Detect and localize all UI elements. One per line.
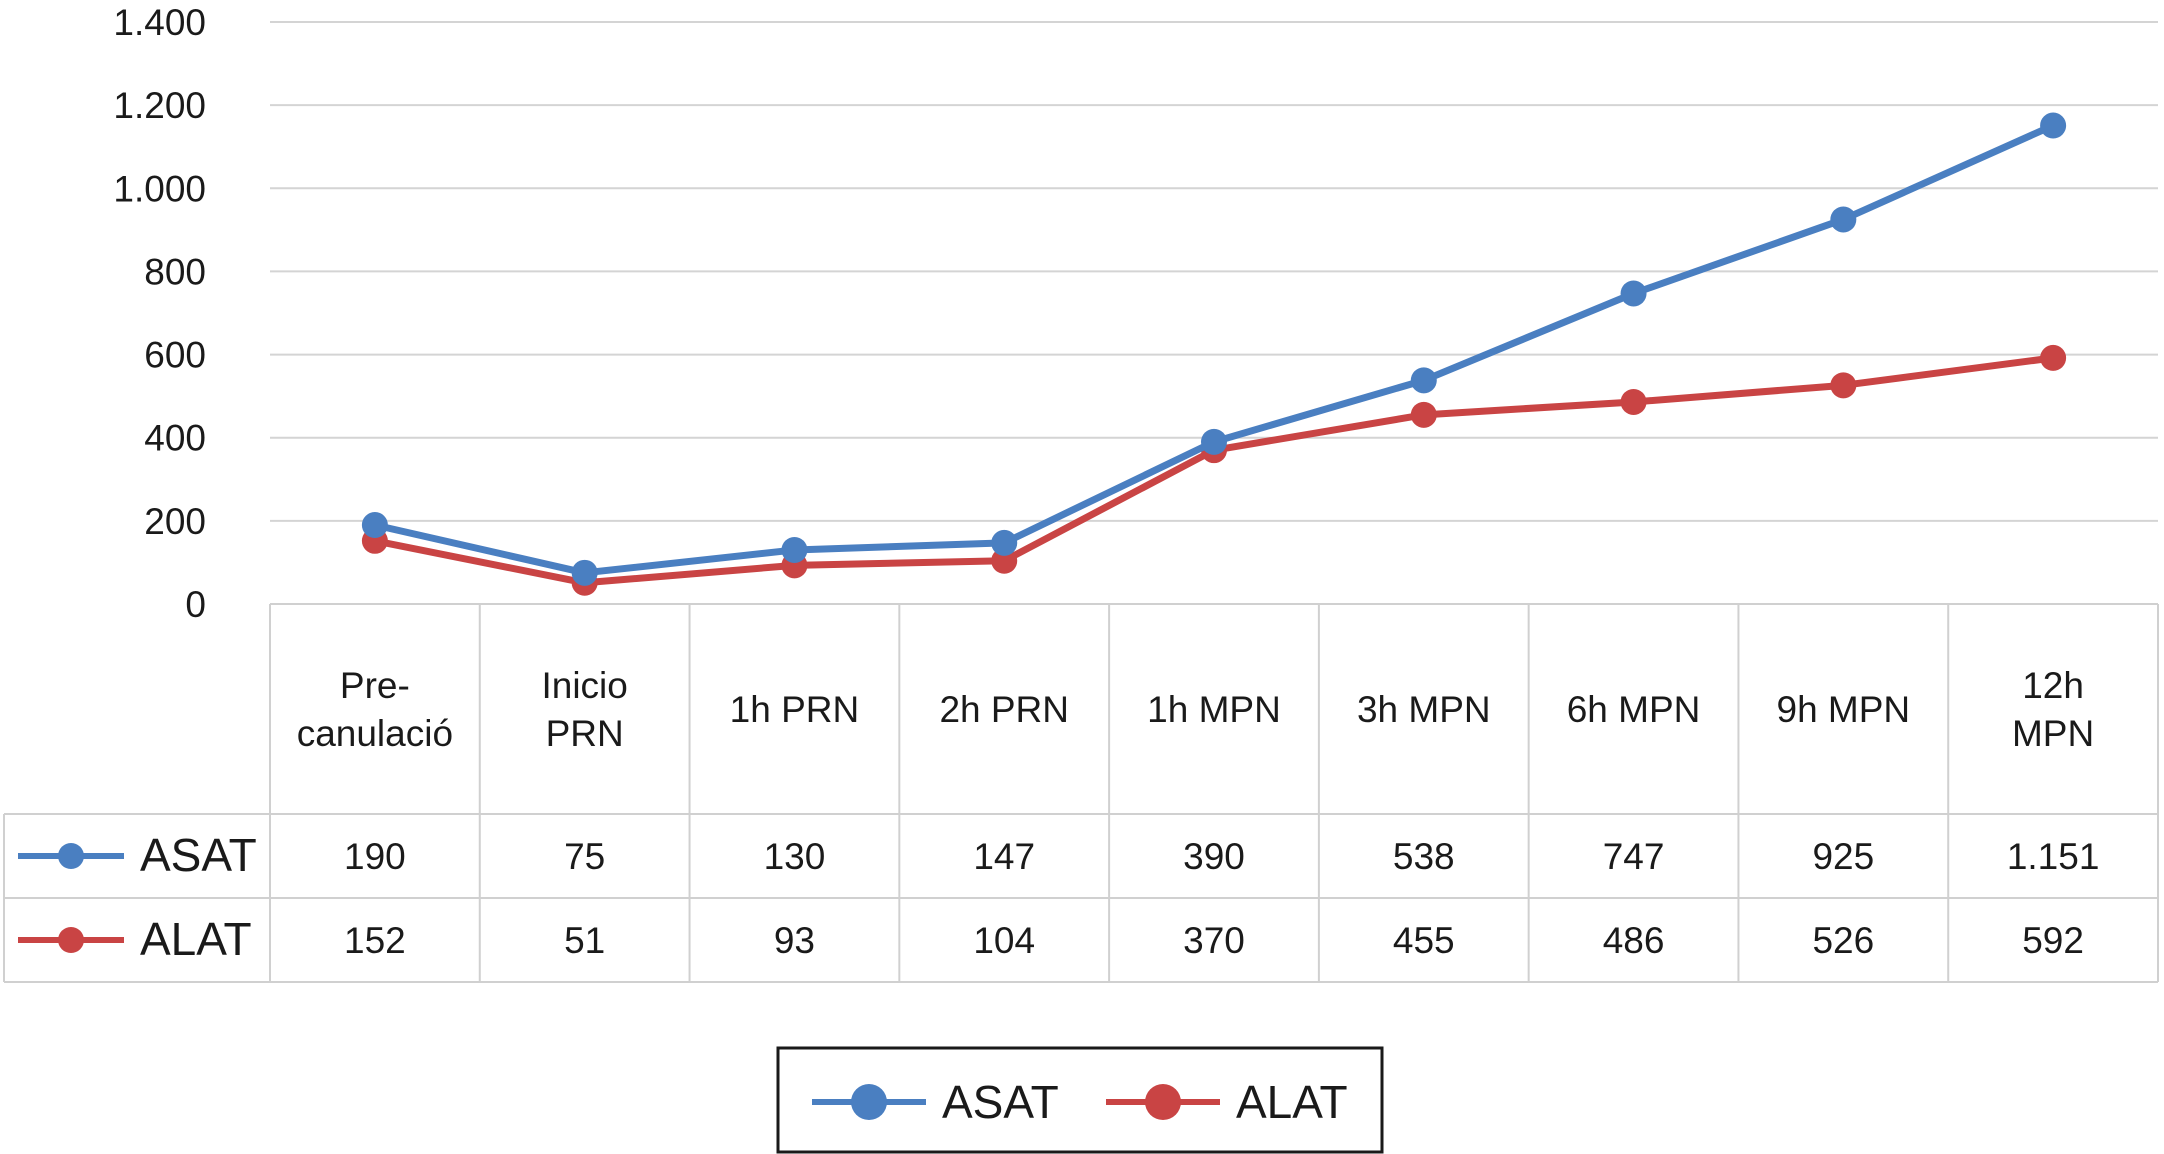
data-label: 455 [1393,920,1455,961]
data-label: 51 [564,920,605,961]
table-series-name: ASAT [140,829,257,881]
gridlines [270,21,2158,522]
x-category-label: 2h PRN [939,689,1069,730]
legend-entry-label: ASAT [942,1076,1059,1128]
data-point-asat [361,512,388,539]
data-label: 747 [1603,836,1665,877]
y-tick-label: 0 [185,584,206,625]
series-line-asat [374,122,2055,577]
data-point-asat [1620,280,1647,307]
series-line-alat [374,354,2054,587]
data-label: 147 [973,836,1035,877]
x-category-label: Inicio PRN [541,665,627,754]
table-legend-key-marker [58,927,84,953]
x-category-label: 6h MPN [1567,689,1701,730]
y-tick-label: 600 [144,335,206,376]
y-tick-label: 400 [144,418,206,459]
legend-key-marker [851,1084,887,1120]
data-label: 93 [774,920,815,961]
data-label: 130 [764,836,826,877]
data-label: 526 [1812,920,1874,961]
y-tick-label: 1.000 [113,168,206,209]
data-label: 592 [2022,920,2084,961]
data-label: 370 [1183,920,1245,961]
y-tick-label: 200 [144,501,206,542]
y-tick-label: 1.200 [113,85,206,126]
x-category-label: 12h MPN [2012,665,2094,754]
y-tick-label: 1.400 [113,2,206,43]
table-series-name: ALAT [140,913,252,965]
legend-key-marker [1145,1084,1181,1120]
data-point-asat [1201,428,1227,455]
data-label: 75 [564,836,605,877]
data-label: 538 [1393,836,1455,877]
data-table: Pre-canulació Inicio PRN 1h PRN 2h PRN 1h MPN… [3,603,2159,983]
data-point-alat [1620,388,1647,415]
data-point-asat [1830,206,1857,233]
legend: ASAT ALAT [776,1046,1384,1154]
y-tick-label: 800 [144,251,206,292]
data-point-alat [1410,401,1437,428]
x-category-label: 1h PRN [730,689,860,730]
data-point-asat [991,529,1018,556]
data-label: 104 [973,920,1035,961]
x-category-label: Pre-canulació [297,665,453,754]
data-label: 1.151 [2007,836,2100,877]
y-axis: 0 200 400 600 800 1.000 1.200 1.400 [113,2,206,625]
data-label: 152 [344,920,406,961]
data-point-asat [1410,367,1437,394]
table-legend-key-marker [58,843,84,869]
data-label: 486 [1603,920,1665,961]
x-category-label: 9h MPN [1777,689,1911,730]
data-label: 190 [344,836,406,877]
data-point-asat [2040,112,2067,139]
plot-area [361,112,2067,596]
legend-entry-label: ALAT [1236,1076,1348,1128]
x-category-label: 1h MPN [1147,689,1281,730]
data-point-alat [991,547,1018,574]
data-point-asat [781,536,808,563]
data-label: 925 [1812,836,1874,877]
data-point-asat [571,559,598,586]
x-category-label: 3h MPN [1357,689,1491,730]
data-point-alat [2040,344,2067,371]
data-label: 390 [1183,836,1245,877]
data-point-alat [1830,372,1857,399]
